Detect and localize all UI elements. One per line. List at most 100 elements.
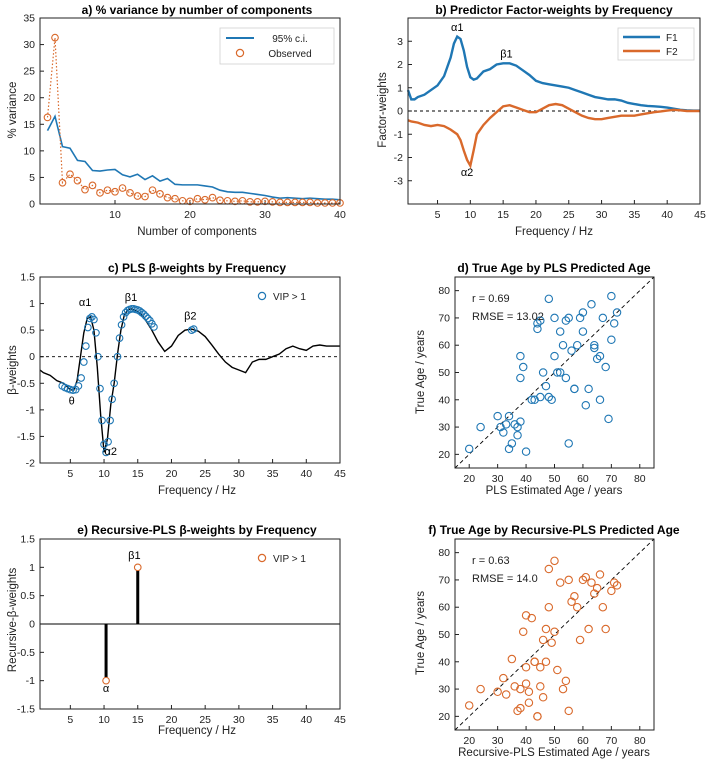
panel-f-recursive-scatter: f) True Age by Recursive-PLS Predicted A… — [415, 523, 680, 759]
panel-c-xtick-label: 25 — [199, 468, 211, 480]
panel-c-ytick-label: -2 — [26, 458, 35, 470]
panel-b-xtick-label: 10 — [464, 209, 476, 221]
panel-f-point — [527, 613, 537, 623]
panel-a-point — [291, 198, 299, 207]
panel-d-point — [544, 392, 554, 402]
panel-d-point — [550, 313, 559, 323]
panel-d-axes-box — [454, 276, 655, 469]
panel-a-point — [313, 199, 322, 207]
panel-b-xtick-label: 35 — [629, 209, 641, 221]
panel-f-xtick-label: 60 — [577, 735, 589, 747]
panel-f-point — [510, 682, 519, 691]
panel-f-point — [493, 687, 502, 697]
panel-a-point — [133, 192, 142, 200]
panel-b-annotation: β1 — [500, 49, 512, 61]
panel-d-xtick-label: 50 — [549, 473, 561, 485]
panel-f-xtick-label: 50 — [549, 735, 561, 747]
panel-a-xlabel: Number of components — [137, 226, 257, 238]
panel-f-point — [555, 578, 565, 587]
panel-c-point — [117, 320, 126, 329]
panel-d-point — [578, 327, 588, 336]
panel-f-xtick-label: 20 — [463, 735, 475, 747]
panel-f-r-value: r = 0.63 — [472, 555, 510, 567]
panel-a-point — [141, 192, 149, 201]
panel-a-point — [103, 186, 112, 195]
panel-d-point — [553, 368, 562, 377]
panel-b-factor-weights: b) Predictor Factor-weights by Frequency… — [377, 3, 706, 238]
panel-a-point — [148, 186, 157, 195]
panel-c-legend-vip-marker — [257, 291, 267, 301]
panel-b-ytick-label: 3 — [397, 36, 403, 48]
panel-d-point — [541, 381, 551, 391]
panel-c-annotation: α1 — [79, 297, 91, 309]
panel-e-recursive-weights: e) Recursive-PLS β-weights by Frequency … — [7, 523, 346, 737]
panel-d-xtick-label: 60 — [577, 473, 589, 485]
panel-c-annotation: β2 — [184, 311, 196, 323]
panel-a-ytick-label: 5 — [29, 172, 35, 184]
panel-a-point — [118, 184, 127, 192]
panel-d-point — [607, 335, 616, 345]
panel-e-title: e) Recursive-PLS β-weights by Frequency — [77, 523, 317, 537]
panel-c-xtick-label: 10 — [98, 468, 110, 480]
panel-f-xtick-label: 40 — [520, 735, 532, 747]
panel-d-point — [561, 373, 571, 383]
panel-f-ylabel: True Age / years — [415, 591, 427, 675]
panel-a-point — [306, 198, 314, 207]
panel-d-point — [607, 291, 616, 301]
panel-c-ytick-label: 0 — [29, 351, 35, 363]
panel-c-xtick-label: 15 — [132, 468, 144, 480]
panel-f-xlabel: Recursive-PLS Estimated Age / years — [458, 747, 650, 759]
panel-c-point — [66, 385, 75, 394]
panel-f-point — [581, 572, 591, 582]
panel-b-xlabel: Frequency / Hz — [515, 226, 593, 238]
panel-f-point — [521, 662, 531, 672]
panel-d-ytick-label: 30 — [438, 422, 450, 434]
panel-c-point — [74, 382, 83, 390]
panel-f-point — [524, 687, 534, 697]
panel-c-annotation: θ — [69, 396, 75, 408]
panel-a-series-1-line — [46, 37, 340, 204]
panel-c-xlabel: Frequency / Hz — [158, 485, 236, 497]
panel-f-point — [524, 698, 534, 707]
panel-d-ytick-label: 40 — [438, 394, 450, 406]
panel-a-point — [163, 193, 172, 202]
panel-c-ytick-label: 1.5 — [20, 272, 35, 284]
panel-f-point — [547, 638, 556, 647]
panel-f-ytick-label: 40 — [438, 656, 450, 668]
panel-f-ytick-label: 80 — [438, 547, 450, 559]
panel-f-point — [541, 657, 551, 667]
panel-d-point — [501, 420, 511, 429]
panel-d-point — [590, 343, 599, 353]
panel-a-point — [111, 187, 119, 196]
panel-f-point — [464, 701, 474, 710]
panel-f-point — [584, 624, 593, 634]
panel-b-ytick-label: 1 — [397, 82, 403, 94]
panel-a-point — [156, 190, 164, 198]
panel-a-ytick-label: 35 — [23, 13, 35, 25]
panel-a-point — [298, 198, 307, 207]
panel-d-point — [547, 395, 556, 405]
panel-c-point — [119, 313, 128, 321]
panel-a-point — [321, 199, 329, 207]
panel-a-ytick-label: 0 — [29, 199, 35, 211]
panel-f-ytick-label: 60 — [438, 602, 450, 614]
panel-c-point — [141, 312, 150, 321]
panel-b-ticks: 5 10 15 20 25 30 35 40 45 -3 -2 -1 0 1 2 3 — [394, 36, 706, 221]
panel-c-point — [106, 416, 114, 425]
panel-d-point — [538, 368, 548, 377]
panel-c-xtick-label: 35 — [267, 468, 279, 480]
panel-d-xlabel: PLS Estimated Age / years — [486, 485, 623, 497]
panel-b-legend-f2-label: F2 — [666, 47, 678, 58]
panel-d-point — [612, 308, 622, 317]
panel-c-annotation: β1 — [125, 292, 137, 304]
panel-e-legend: VIP > 1 — [257, 553, 306, 565]
panel-d-point — [561, 316, 571, 325]
panel-f-point — [533, 712, 542, 721]
panel-a-axes-box — [39, 17, 341, 205]
panel-f-point — [530, 657, 539, 667]
panel-a-point — [126, 188, 134, 197]
panel-d-point — [595, 395, 605, 405]
panel-e-data: β1 α — [40, 550, 340, 695]
panel-e-annotation: β1 — [128, 550, 140, 562]
